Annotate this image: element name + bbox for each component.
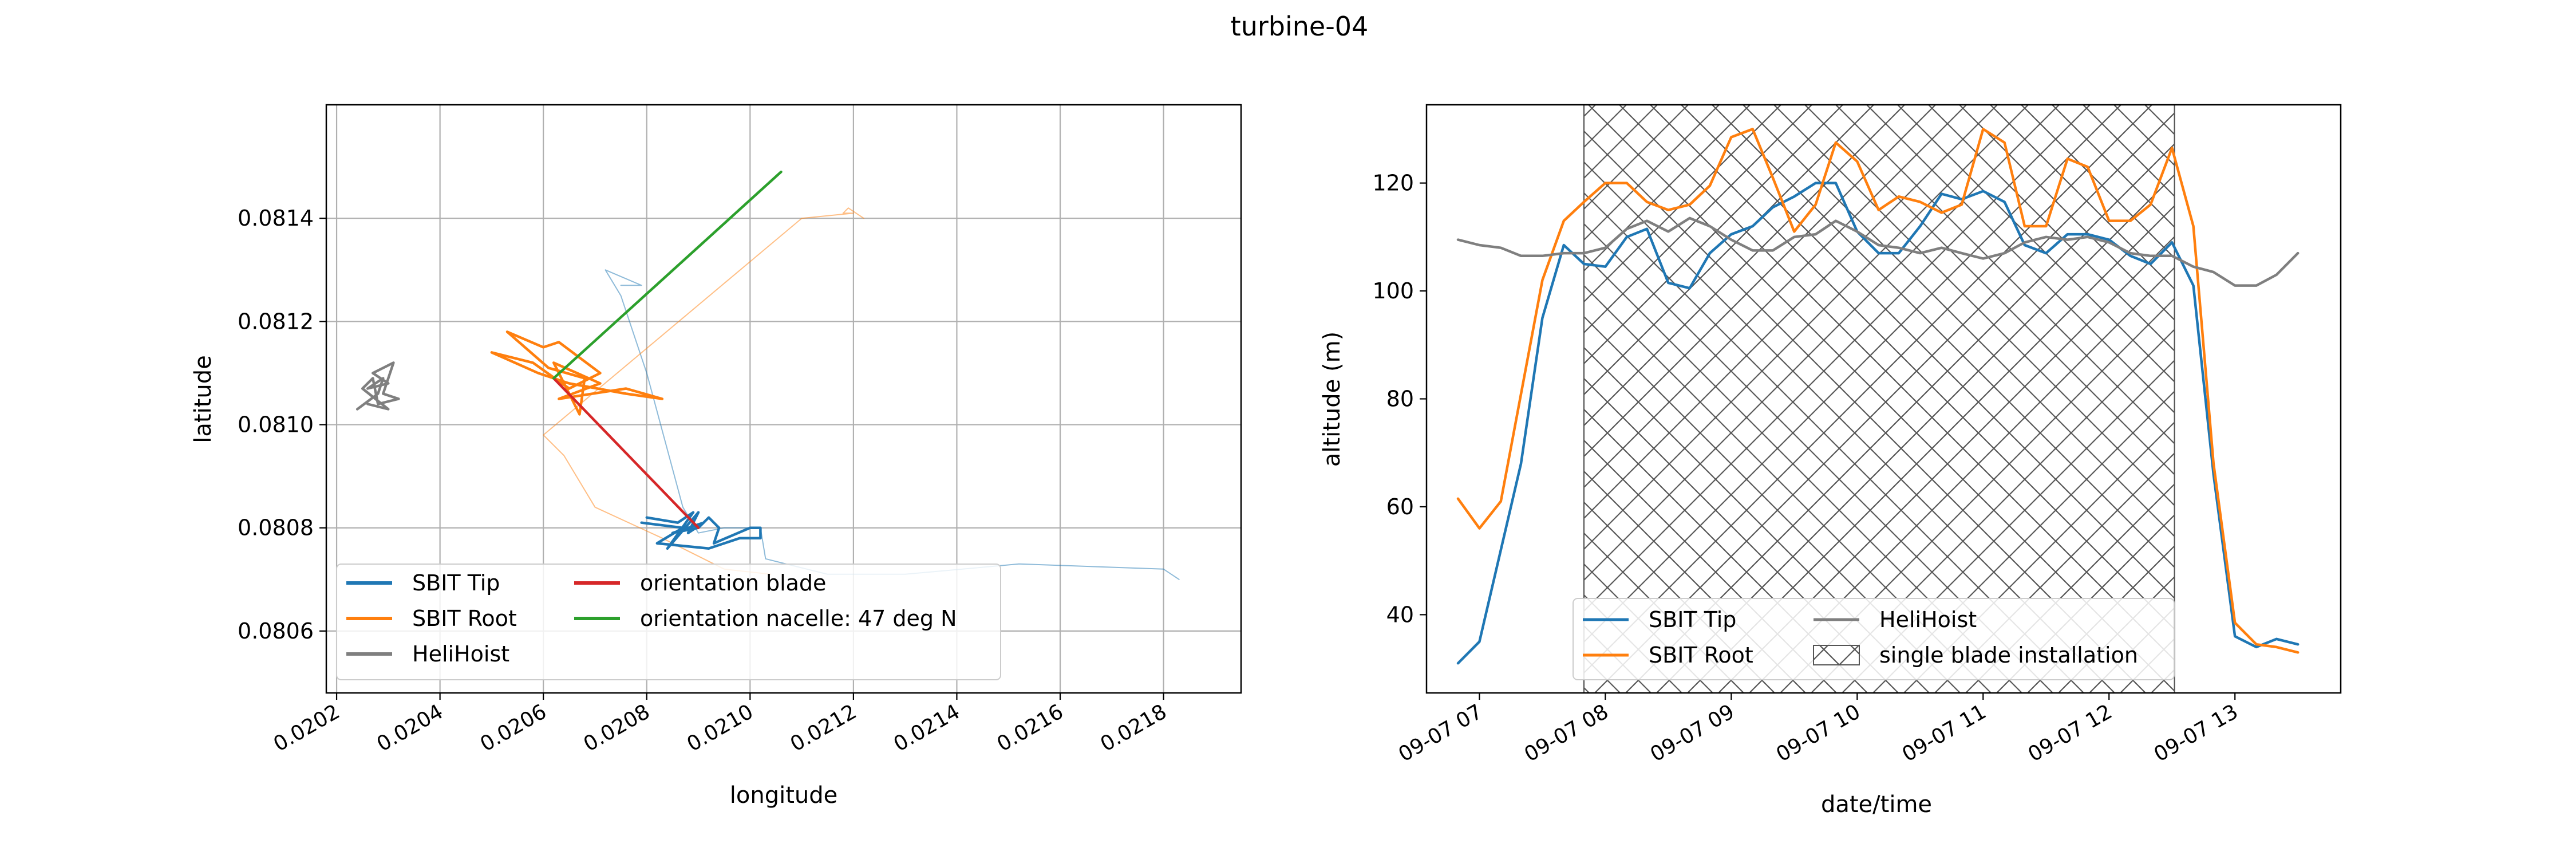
altitude-line-root [1456,128,2300,654]
altitude-line-hoist [1456,216,2300,287]
legend-box [336,564,1001,680]
y-tick-label: 120 [1372,171,1414,196]
legend-label: SBIT Tip [412,570,500,596]
legend-label: SBIT Root [412,606,517,631]
y-tick-label: 0.0814 [238,206,314,231]
altitude-series [1456,128,2300,665]
x-tick-label: 0.0218 [1096,700,1171,756]
legend-label: orientation nacelle: 47 deg N [640,606,957,631]
legend-swatch [1813,645,1860,665]
x-tick-label: 09-07 07 [1394,700,1487,766]
y-tick-label: 80 [1386,387,1414,412]
map-series [355,170,1180,580]
map-legend: SBIT Tip SBIT Root HeliHoist orientation bl… [336,564,1001,680]
map-x-ticks: 0.0202 0.0204 0.0206 0.0208 0.0210 0.0212 0.02… [270,693,1171,756]
x-tick-label: 0.0204 [373,700,448,756]
y-tick-label: 0.0806 [238,618,314,644]
map-y-ticks: 0.0806 0.0808 0.0810 0.0812 0.0814 [238,206,326,644]
map-ylabel: latitude [190,355,216,443]
track-hoist [355,361,400,411]
map-axes-frame [325,104,1242,694]
x-tick-label: 09-07 09 [1646,700,1739,766]
y-tick-label: 0.0812 [238,309,314,334]
x-tick-label: 0.0202 [270,700,344,756]
legend-box [1573,598,2175,680]
legend-label: HeliHoist [1879,607,1977,632]
track-tip_bold [640,511,762,550]
x-tick-label: 0.0210 [683,700,757,756]
altitude-x-ticks: 09-07 07 09-07 08 09-07 09 09-07 10 09-07 11… [1394,693,2242,767]
x-tick-label: 0.0208 [580,700,654,756]
map-xlabel: longitude [730,782,837,809]
x-tick-label: 0.0214 [890,700,964,756]
x-tick-label: 0.0212 [787,700,861,756]
map-chart: 0.0202 0.0204 0.0206 0.0208 0.0210 0.0212 0.02… [190,104,1242,809]
y-tick-label: 40 [1386,602,1414,627]
altitude-ylabel: altitude (m) [1319,332,1345,467]
altitude-legend: SBIT Tip SBIT Root HeliHoist single blade i… [1573,598,2175,680]
span-single-blade-installation [1583,105,2175,693]
x-tick-label: 09-07 11 [1898,700,1990,766]
altitude-span [1583,105,2175,693]
x-tick-label: 0.0206 [476,700,551,756]
y-tick-label: 0.0808 [238,515,314,541]
figure-title: turbine-04 [1231,11,1369,42]
altitude-chart: 09-07 07 09-07 08 09-07 09 09-07 10 09-07 11… [1319,104,2342,818]
map-grid [326,105,1241,693]
x-tick-label: 09-07 12 [2024,700,2116,766]
x-tick-label: 09-07 10 [1772,700,1864,766]
y-tick-label: 0.0810 [238,412,314,438]
y-tick-label: 100 [1372,278,1414,304]
y-tick-label: 60 [1386,494,1414,519]
x-tick-label: 09-07 08 [1520,700,1613,766]
track-nacelle [552,170,783,380]
x-tick-label: 0.0216 [993,700,1068,756]
track-root_bold [490,330,664,416]
legend-label: SBIT Root [1649,643,1753,668]
x-tick-label: 09-07 13 [2150,700,2242,766]
altitude-line-tip [1456,182,2300,665]
legend-label: SBIT Tip [1649,607,1736,632]
legend-label: single blade installation [1879,643,2138,668]
track-root_light [543,207,864,575]
altitude-xlabel: date/time [1821,791,1932,818]
legend-label: HeliHoist [412,641,509,667]
legend-label: orientation blade [640,570,826,596]
track-blade [552,377,700,529]
altitude-y-ticks: 40 60 80 100 120 [1372,171,1427,627]
